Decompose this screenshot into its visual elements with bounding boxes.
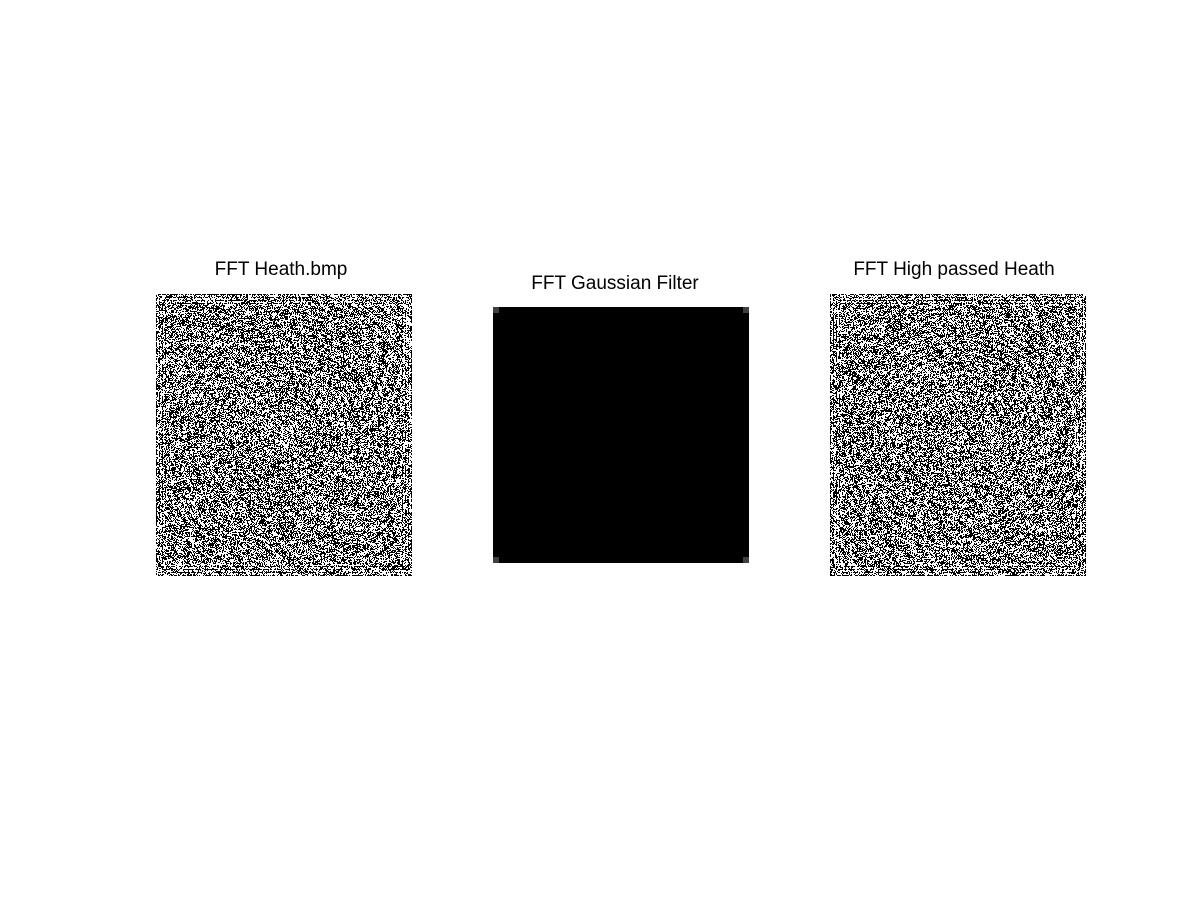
panel-title-fft-heath: FFT Heath.bmp <box>214 259 348 280</box>
fft-heath-image <box>156 294 412 576</box>
fft-high-passed-heath-image <box>830 294 1086 576</box>
panel-title-fft-gaussian-filter: FFT Gaussian Filter <box>531 273 699 294</box>
fft-gaussian-filter-image <box>493 307 749 563</box>
panel-title-fft-high-passed-heath: FFT High passed Heath <box>853 259 1055 280</box>
